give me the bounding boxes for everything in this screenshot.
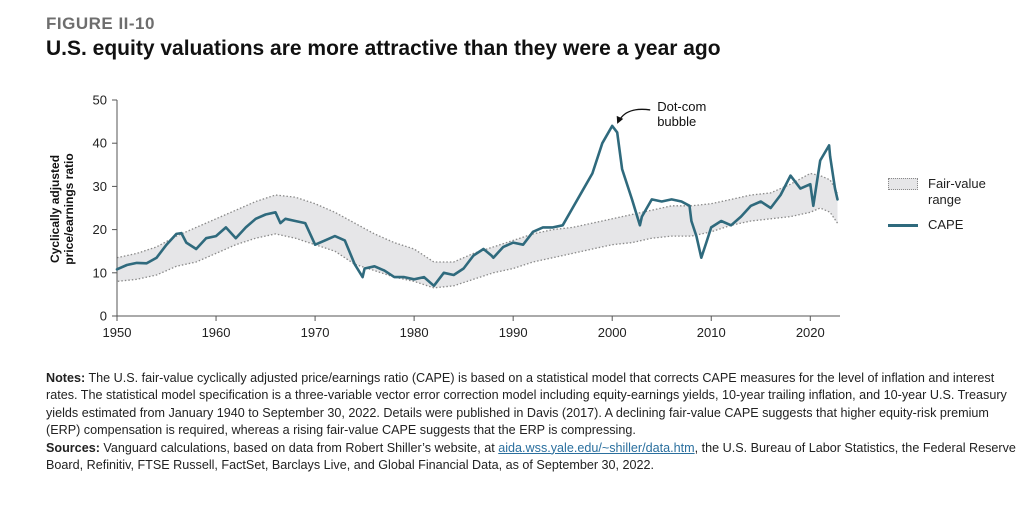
sources-text-1: Vanguard calculations, based on data fro… — [103, 440, 495, 455]
cape-chart: 0 10 20 30 40 50 1950 1960 1970 1980 1990 2000 2010 2… — [93, 93, 840, 340]
cape-swatch — [888, 224, 918, 227]
y-tick-label: 20 — [93, 222, 107, 237]
legend-label-cape: CAPE — [928, 217, 964, 232]
y-tick-label: 40 — [93, 136, 107, 151]
x-tick-label: 1970 — [301, 325, 330, 340]
fair-value-range-upper-bound — [116, 172, 839, 263]
y-tick-label: 50 — [93, 93, 107, 108]
x-tick-label: 1980 — [400, 325, 429, 340]
annotation-label: bubble — [657, 114, 696, 129]
x-tick-label: 2000 — [598, 325, 627, 340]
sources-label: Sources: — [46, 440, 100, 455]
legend-label-fair-value-1: Fair-value — [928, 176, 986, 191]
y-tick-label: 0 — [100, 309, 107, 324]
x-tick-label: 2010 — [697, 325, 726, 340]
sources-text-2: , the U.S. Bureau of Labor Statistics, t… — [46, 440, 1016, 473]
shiller-data-link[interactable]: aida.wss.yale.edu/~shiller/data.htm — [498, 440, 695, 455]
y-tick-label: 30 — [93, 179, 107, 194]
x-tick-label: 1950 — [103, 325, 132, 340]
y-axis-label: Cyclically adjusted price/earnings ratio — [48, 147, 78, 272]
legend-item-fair-value-range: Fair-value range — [888, 176, 986, 208]
cape-series-line — [115, 124, 839, 288]
sources-paragraph: Sources: Vanguard calculations, based on… — [46, 440, 1024, 475]
legend-item-cape: CAPE — [888, 217, 986, 233]
x-tick-label: 2020 — [796, 325, 825, 340]
y-axis-label-line-1: Cyclically adjusted — [48, 155, 62, 263]
x-tick-label: 1990 — [499, 325, 528, 340]
fair-value-range-band — [117, 173, 838, 288]
notes-label: Notes: — [46, 371, 86, 385]
notes-text: The U.S. fair-value cyclically adjusted … — [46, 371, 1007, 438]
annotation-arrow-head — [616, 115, 624, 124]
x-tick-label: 1960 — [202, 325, 231, 340]
fair-value-range-swatch — [888, 178, 918, 190]
annotation-arrow — [619, 108, 651, 120]
figure-label: FIGURE II-10 — [46, 14, 155, 33]
annotation-label: Dot-com — [657, 99, 706, 114]
chart-title: U.S. equity valuations are more attracti… — [46, 37, 721, 60]
legend-label-fair-value-2: range — [928, 192, 962, 207]
legend: Fair-value range CAPE — [888, 176, 986, 242]
notes-paragraph: Notes: The U.S. fair-value cyclically ad… — [46, 370, 1024, 440]
notes-section: Notes: The U.S. fair-value cyclically ad… — [46, 370, 1024, 474]
fair-value-range-lower-bound — [116, 207, 839, 289]
y-axis-label-line-2: price/earnings ratio — [62, 153, 76, 264]
y-tick-label: 10 — [93, 265, 107, 280]
